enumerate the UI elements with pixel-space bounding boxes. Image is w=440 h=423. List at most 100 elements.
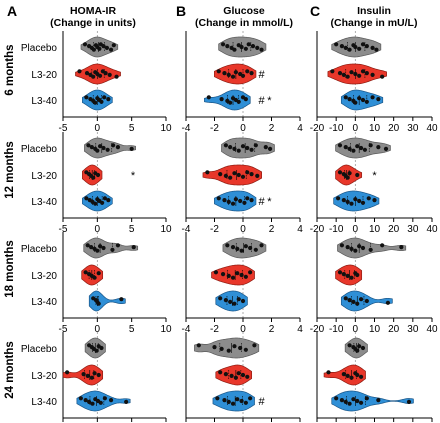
significance-hash: # bbox=[258, 69, 265, 81]
data-point-insulin-12-months-placebo bbox=[351, 148, 356, 153]
panel-letter-a: A bbox=[7, 3, 17, 19]
data-point-glucose-18-months-l3-20 bbox=[226, 273, 231, 278]
data-point-insulin-24-months-l3-20 bbox=[349, 375, 354, 380]
data-point-homa-ir-6-months-placebo bbox=[97, 46, 102, 51]
data-point-homa-ir-12-months-l3-40 bbox=[106, 198, 111, 203]
panel-letter-b: B bbox=[176, 3, 186, 19]
data-point-homa-ir-24-months-l3-20 bbox=[81, 372, 86, 377]
x-tick-label-homa-ir: 0 bbox=[95, 324, 101, 335]
data-point-insulin-24-months-placebo bbox=[360, 345, 366, 351]
data-point-homa-ir-6-months-l3-40 bbox=[99, 99, 104, 104]
data-point-insulin-24-months-l3-40 bbox=[376, 398, 381, 403]
data-point-glucose-6-months-l3-40 bbox=[206, 95, 211, 100]
significance-star: * bbox=[131, 170, 136, 182]
data-point-insulin-6-months-placebo bbox=[343, 45, 348, 51]
data-point-glucose-6-months-placebo bbox=[220, 42, 226, 47]
data-point-homa-ir-12-months-placebo bbox=[129, 146, 134, 151]
data-point-glucose-18-months-l3-40 bbox=[223, 298, 228, 303]
significance-hash: # bbox=[258, 95, 265, 107]
data-point-glucose-12-months-l3-20 bbox=[223, 173, 228, 178]
x-tick-label-insulin: -20 bbox=[310, 224, 325, 235]
data-point-glucose-12-months-l3-40 bbox=[233, 197, 238, 202]
data-point-glucose-12-months-l3-20 bbox=[249, 172, 254, 177]
data-point-homa-ir-24-months-l3-40 bbox=[90, 401, 95, 406]
x-tick-label-insulin: 0 bbox=[353, 324, 359, 335]
data-point-glucose-6-months-l3-20 bbox=[233, 70, 238, 75]
data-point-glucose-12-months-l3-20 bbox=[228, 175, 233, 180]
data-point-insulin-6-months-l3-20 bbox=[380, 74, 385, 79]
data-point-glucose-24-months-placebo bbox=[196, 343, 201, 348]
data-point-insulin-18-months-placebo bbox=[339, 243, 345, 248]
x-tick-label-glucose: -2 bbox=[210, 224, 219, 235]
x-tick-label-insulin: -20 bbox=[310, 324, 325, 335]
data-point-insulin-12-months-l3-40 bbox=[349, 201, 354, 206]
x-tick-label-insulin: -10 bbox=[329, 224, 344, 235]
data-point-insulin-6-months-l3-40 bbox=[347, 97, 352, 102]
data-point-insulin-18-months-placebo bbox=[368, 247, 373, 252]
data-point-insulin-18-months-l3-20 bbox=[341, 272, 346, 277]
data-point-insulin-18-months-placebo bbox=[345, 245, 350, 250]
data-point-glucose-6-months-placebo bbox=[232, 47, 237, 52]
data-point-insulin-24-months-l3-40 bbox=[364, 396, 369, 401]
data-point-homa-ir-6-months-l3-40 bbox=[106, 97, 111, 102]
x-tick-label-homa-ir: 5 bbox=[129, 324, 135, 335]
data-point-insulin-18-months-l3-40 bbox=[364, 298, 369, 304]
x-tick-label-insulin: 10 bbox=[369, 123, 381, 134]
data-point-insulin-24-months-l3-40 bbox=[358, 400, 364, 405]
data-point-insulin-6-months-l3-40 bbox=[353, 100, 358, 105]
x-tick-label-homa-ir: -5 bbox=[59, 324, 68, 335]
data-point-glucose-6-months-placebo bbox=[225, 44, 230, 49]
data-point-glucose-6-months-l3-40 bbox=[243, 97, 248, 102]
data-point-homa-ir-12-months-l3-40 bbox=[84, 196, 89, 201]
data-point-homa-ir-12-months-placebo bbox=[111, 143, 116, 148]
group-label-l3-20: L3-20 bbox=[31, 171, 57, 182]
data-point-insulin-24-months-l3-20 bbox=[326, 370, 331, 375]
data-point-homa-ir-12-months-placebo bbox=[105, 147, 110, 152]
data-point-glucose-6-months-placebo bbox=[239, 44, 244, 50]
data-point-glucose-12-months-l3-40 bbox=[249, 198, 254, 203]
data-point-glucose-18-months-l3-20 bbox=[213, 270, 219, 275]
data-point-homa-ir-6-months-l3-40 bbox=[102, 95, 107, 100]
data-point-homa-ir-24-months-l3-20 bbox=[65, 370, 70, 375]
data-point-glucose-6-months-placebo bbox=[255, 45, 260, 51]
data-point-homa-ir-18-months-l3-40 bbox=[96, 301, 101, 306]
data-point-glucose-12-months-placebo bbox=[228, 145, 233, 150]
data-point-glucose-6-months-placebo bbox=[246, 42, 251, 47]
significance-hash: # bbox=[258, 196, 265, 208]
data-point-insulin-12-months-l3-20 bbox=[337, 170, 343, 175]
row-label-6-months: 6 months bbox=[4, 44, 16, 95]
data-point-insulin-12-months-placebo bbox=[347, 146, 352, 151]
data-point-insulin-6-months-l3-40 bbox=[364, 99, 369, 104]
data-point-glucose-12-months-l3-40 bbox=[216, 196, 221, 201]
x-tick-label-glucose: -4 bbox=[182, 224, 191, 235]
data-point-insulin-18-months-placebo bbox=[380, 243, 385, 248]
data-point-homa-ir-6-months-placebo bbox=[82, 42, 88, 47]
data-point-glucose-24-months-placebo bbox=[243, 347, 248, 352]
data-point-insulin-24-months-l3-20 bbox=[358, 374, 364, 379]
data-point-glucose-24-months-l3-40 bbox=[248, 396, 253, 401]
data-point-glucose-18-months-placebo bbox=[239, 248, 244, 253]
data-point-homa-ir-12-months-l3-40 bbox=[102, 196, 107, 201]
violin-glucose-24-months-l3-40 bbox=[212, 390, 255, 412]
data-point-insulin-18-months-l3-40 bbox=[358, 297, 364, 302]
data-point-glucose-12-months-l3-20 bbox=[218, 172, 223, 177]
data-point-glucose-12-months-l3-40 bbox=[222, 198, 227, 203]
data-point-homa-ir-18-months-placebo bbox=[131, 245, 136, 250]
violin-homa-ir-18-months-l3-40 bbox=[88, 290, 126, 312]
data-point-homa-ir-24-months-l3-20 bbox=[89, 375, 94, 380]
data-point-insulin-12-months-placebo bbox=[368, 143, 373, 148]
column-title-homa-ir: HOMA-IR bbox=[70, 5, 116, 17]
data-point-insulin-12-months-placebo bbox=[358, 145, 364, 151]
data-point-homa-ir-12-months-l3-40 bbox=[93, 201, 98, 206]
data-point-glucose-24-months-l3-20 bbox=[240, 372, 246, 378]
data-point-homa-ir-6-months-l3-20 bbox=[77, 69, 82, 74]
data-point-homa-ir-6-months-l3-20 bbox=[103, 71, 108, 76]
x-tick-label-insulin: 10 bbox=[369, 324, 381, 335]
data-point-glucose-6-months-l3-40 bbox=[236, 99, 241, 104]
x-tick-label-glucose: -2 bbox=[210, 324, 219, 335]
data-point-homa-ir-12-months-l3-20 bbox=[95, 172, 101, 178]
data-point-homa-ir-24-months-l3-40 bbox=[98, 400, 103, 405]
column-title-glucose: Glucose bbox=[223, 5, 265, 17]
data-point-glucose-12-months-placebo bbox=[223, 143, 228, 148]
